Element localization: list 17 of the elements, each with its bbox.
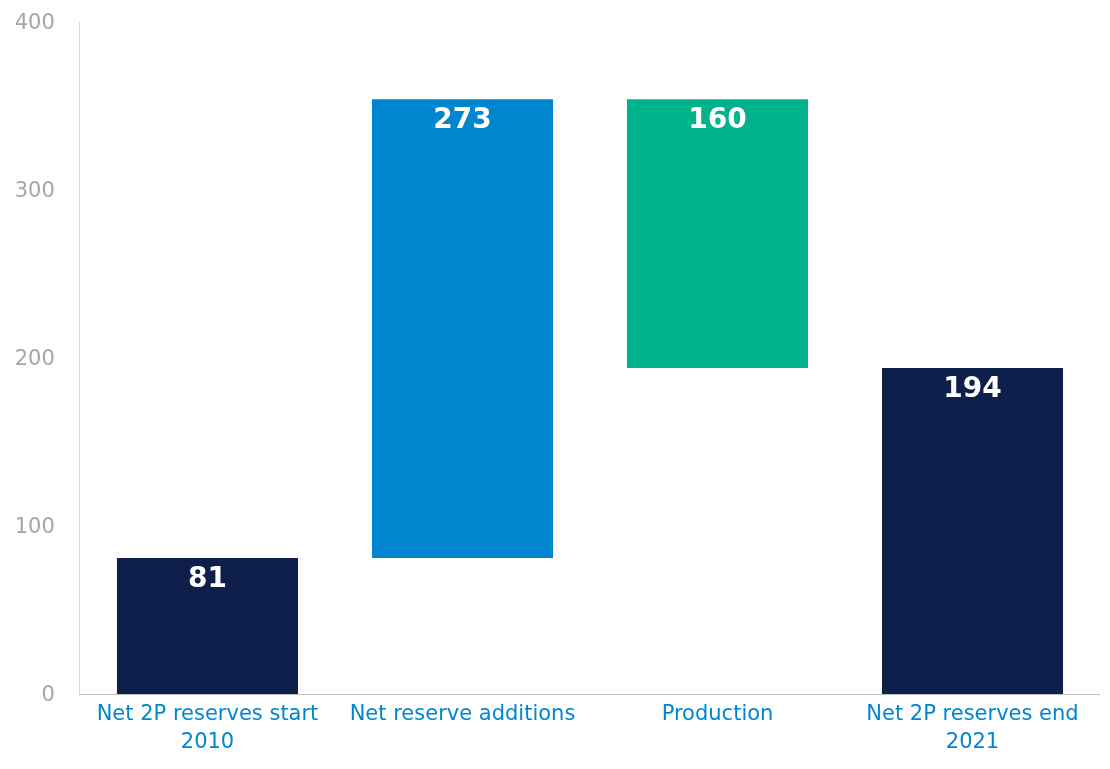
- bar: [881, 368, 1064, 694]
- x-tick-label: Production: [661, 701, 774, 726]
- bar: [116, 557, 299, 694]
- x-tick-label: Net 2P reserves start 2010: [96, 701, 319, 753]
- y-tick-label: 300: [14, 178, 55, 203]
- y-tick-label: 100: [14, 514, 55, 539]
- data-label: 81: [188, 560, 227, 594]
- bar: [371, 99, 554, 558]
- y-tick-label: 0: [41, 682, 55, 707]
- x-tick-label: Net 2P reserves end 2021: [866, 701, 1079, 753]
- y-tick-label: 400: [14, 10, 55, 35]
- y-tick-label: 200: [14, 346, 55, 371]
- data-label: 160: [688, 102, 747, 136]
- data-label: 194: [943, 371, 1002, 405]
- data-label: 273: [433, 102, 492, 136]
- x-tick-label: Net reserve additions: [349, 701, 576, 726]
- bar: [626, 99, 809, 369]
